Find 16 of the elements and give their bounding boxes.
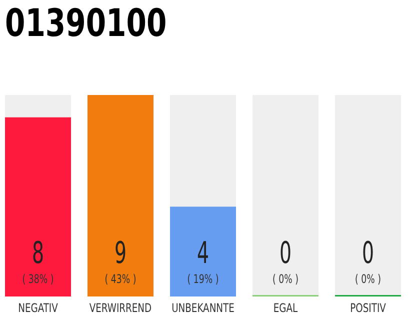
data-label: 0 [362,236,374,272]
x-tick-label: VERWIRREND [89,301,152,316]
data-label: 0 [279,236,292,272]
annotation: ( 0% ) [272,272,298,286]
chart-title: 01390100 [5,2,167,46]
annotation: ( 19% ) [187,272,219,286]
x-tick-label: NEGATIV [18,301,58,316]
data-label: 8 [32,236,44,272]
annotation: ( 43% ) [104,272,136,286]
x-tick-label: POSITIV [350,301,386,316]
annotation: ( 0% ) [355,272,381,286]
annotation: ( 38% ) [22,272,54,286]
data-label: 4 [196,236,210,272]
data-label: 9 [114,236,127,272]
x-tick-label: UNBEKANNTE [172,301,234,316]
x-tick-label: EGAL [273,301,298,316]
